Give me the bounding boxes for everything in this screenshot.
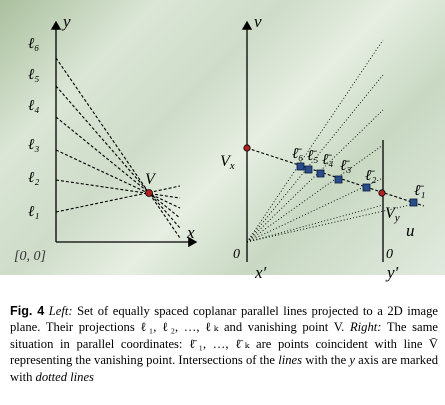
line-l1 [55,185,181,213]
label-l6: ℓ₆ [28,36,39,52]
caption-fig-label: Fig. 4 [10,304,45,318]
line-l4 [55,116,181,219]
y-prime-label: y′ [385,263,399,282]
label-l1: ℓ₁ [28,204,39,220]
point-l1 [409,198,418,207]
dotted-line-6 [246,39,384,243]
caption-text-3: with the [302,353,350,368]
vy-marker [378,189,386,197]
label-lbar3: ℓ̄₃ [340,158,351,174]
point-l6 [296,162,305,171]
point-l4 [316,169,325,178]
point-l2 [362,183,371,192]
caption-text-4: axis are marked with [10,353,438,384]
caption-right-word: Right: [349,320,382,335]
left-projection-lines [55,57,181,239]
dotted-line-7 [246,204,411,243]
left-line-labels: ℓ₆ ℓ₅ ℓ₄ ℓ₃ ℓ₂ ℓ₁ [28,36,39,220]
label-l2: ℓ₂ [28,170,39,186]
line-l6 [55,57,181,239]
vanishing-point-marker [145,189,153,197]
caption-y-word: y [349,353,355,368]
label-lbar2: ℓ̄₂ [365,168,376,184]
caption-lines-word: lines [278,353,303,368]
label-lbar6: ℓ̄₆ [292,146,303,162]
dotted-line-1 [246,204,384,243]
lbar-points [296,162,418,207]
vbar-line [246,147,425,207]
dotted-intersection-lines [246,39,411,243]
line-l5 [55,85,181,229]
label-l3: ℓ₃ [28,137,39,153]
dotted-line-5 [246,74,384,243]
caption-dotted-word: dotted lines [35,369,94,384]
lbar-point-labels: ℓ̄₆ ℓ̄₅ ℓ̄₄ ℓ̄₃ ℓ̄₂ ℓ̄₁ [292,146,425,199]
line-l3 [55,149,181,209]
figure-background [0,0,445,275]
figure-caption: Fig. 4 Left: Set of equally spaced copla… [10,303,438,385]
label-l4: ℓ₄ [28,98,39,114]
point-l5 [304,165,313,174]
right-panel: v u 0 0 x′ y′ Vx Vy [220,12,425,282]
zero-label-left: 0 [233,247,240,262]
dotted-line-3 [246,144,384,243]
v-axis-label: v [254,12,262,31]
dotted-line-4 [246,109,384,243]
caption-text-2: The same situation in parallel coordinat… [10,320,438,368]
point-l3 [334,175,343,184]
left-x-axis-label: x [186,223,195,242]
caption-text-1: Set of equally spaced coplanar parallel … [10,304,439,335]
label-lbar1: ℓ̄₁ [414,183,425,199]
left-panel: y x [0, 0] ℓ₆ ℓ₅ ℓ₄ ℓ₃ ℓ₂ ℓ₁ V [14,12,198,264]
dotted-line-2 [246,177,384,243]
left-y-axis-label: y [61,12,71,31]
caption-left-word: Left: [48,304,73,318]
label-l5: ℓ₅ [28,67,39,83]
u-axis-label: u [406,221,415,240]
left-origin-label: [0, 0] [14,249,46,264]
vx-marker [243,144,251,152]
line-l2 [55,179,181,199]
label-lbar5: ℓ̄₅ [307,148,318,164]
label-lbar4: ℓ̄₄ [322,152,333,168]
vx-label: Vx [220,153,235,172]
x-prime-label: x′ [254,263,267,282]
figure-4: y x [0, 0] ℓ₆ ℓ₅ ℓ₄ ℓ₃ ℓ₂ ℓ₁ V v u 0 0 [14,12,425,282]
zero-label-right: 0 [386,247,393,262]
vanishing-point-label: V [145,171,157,188]
